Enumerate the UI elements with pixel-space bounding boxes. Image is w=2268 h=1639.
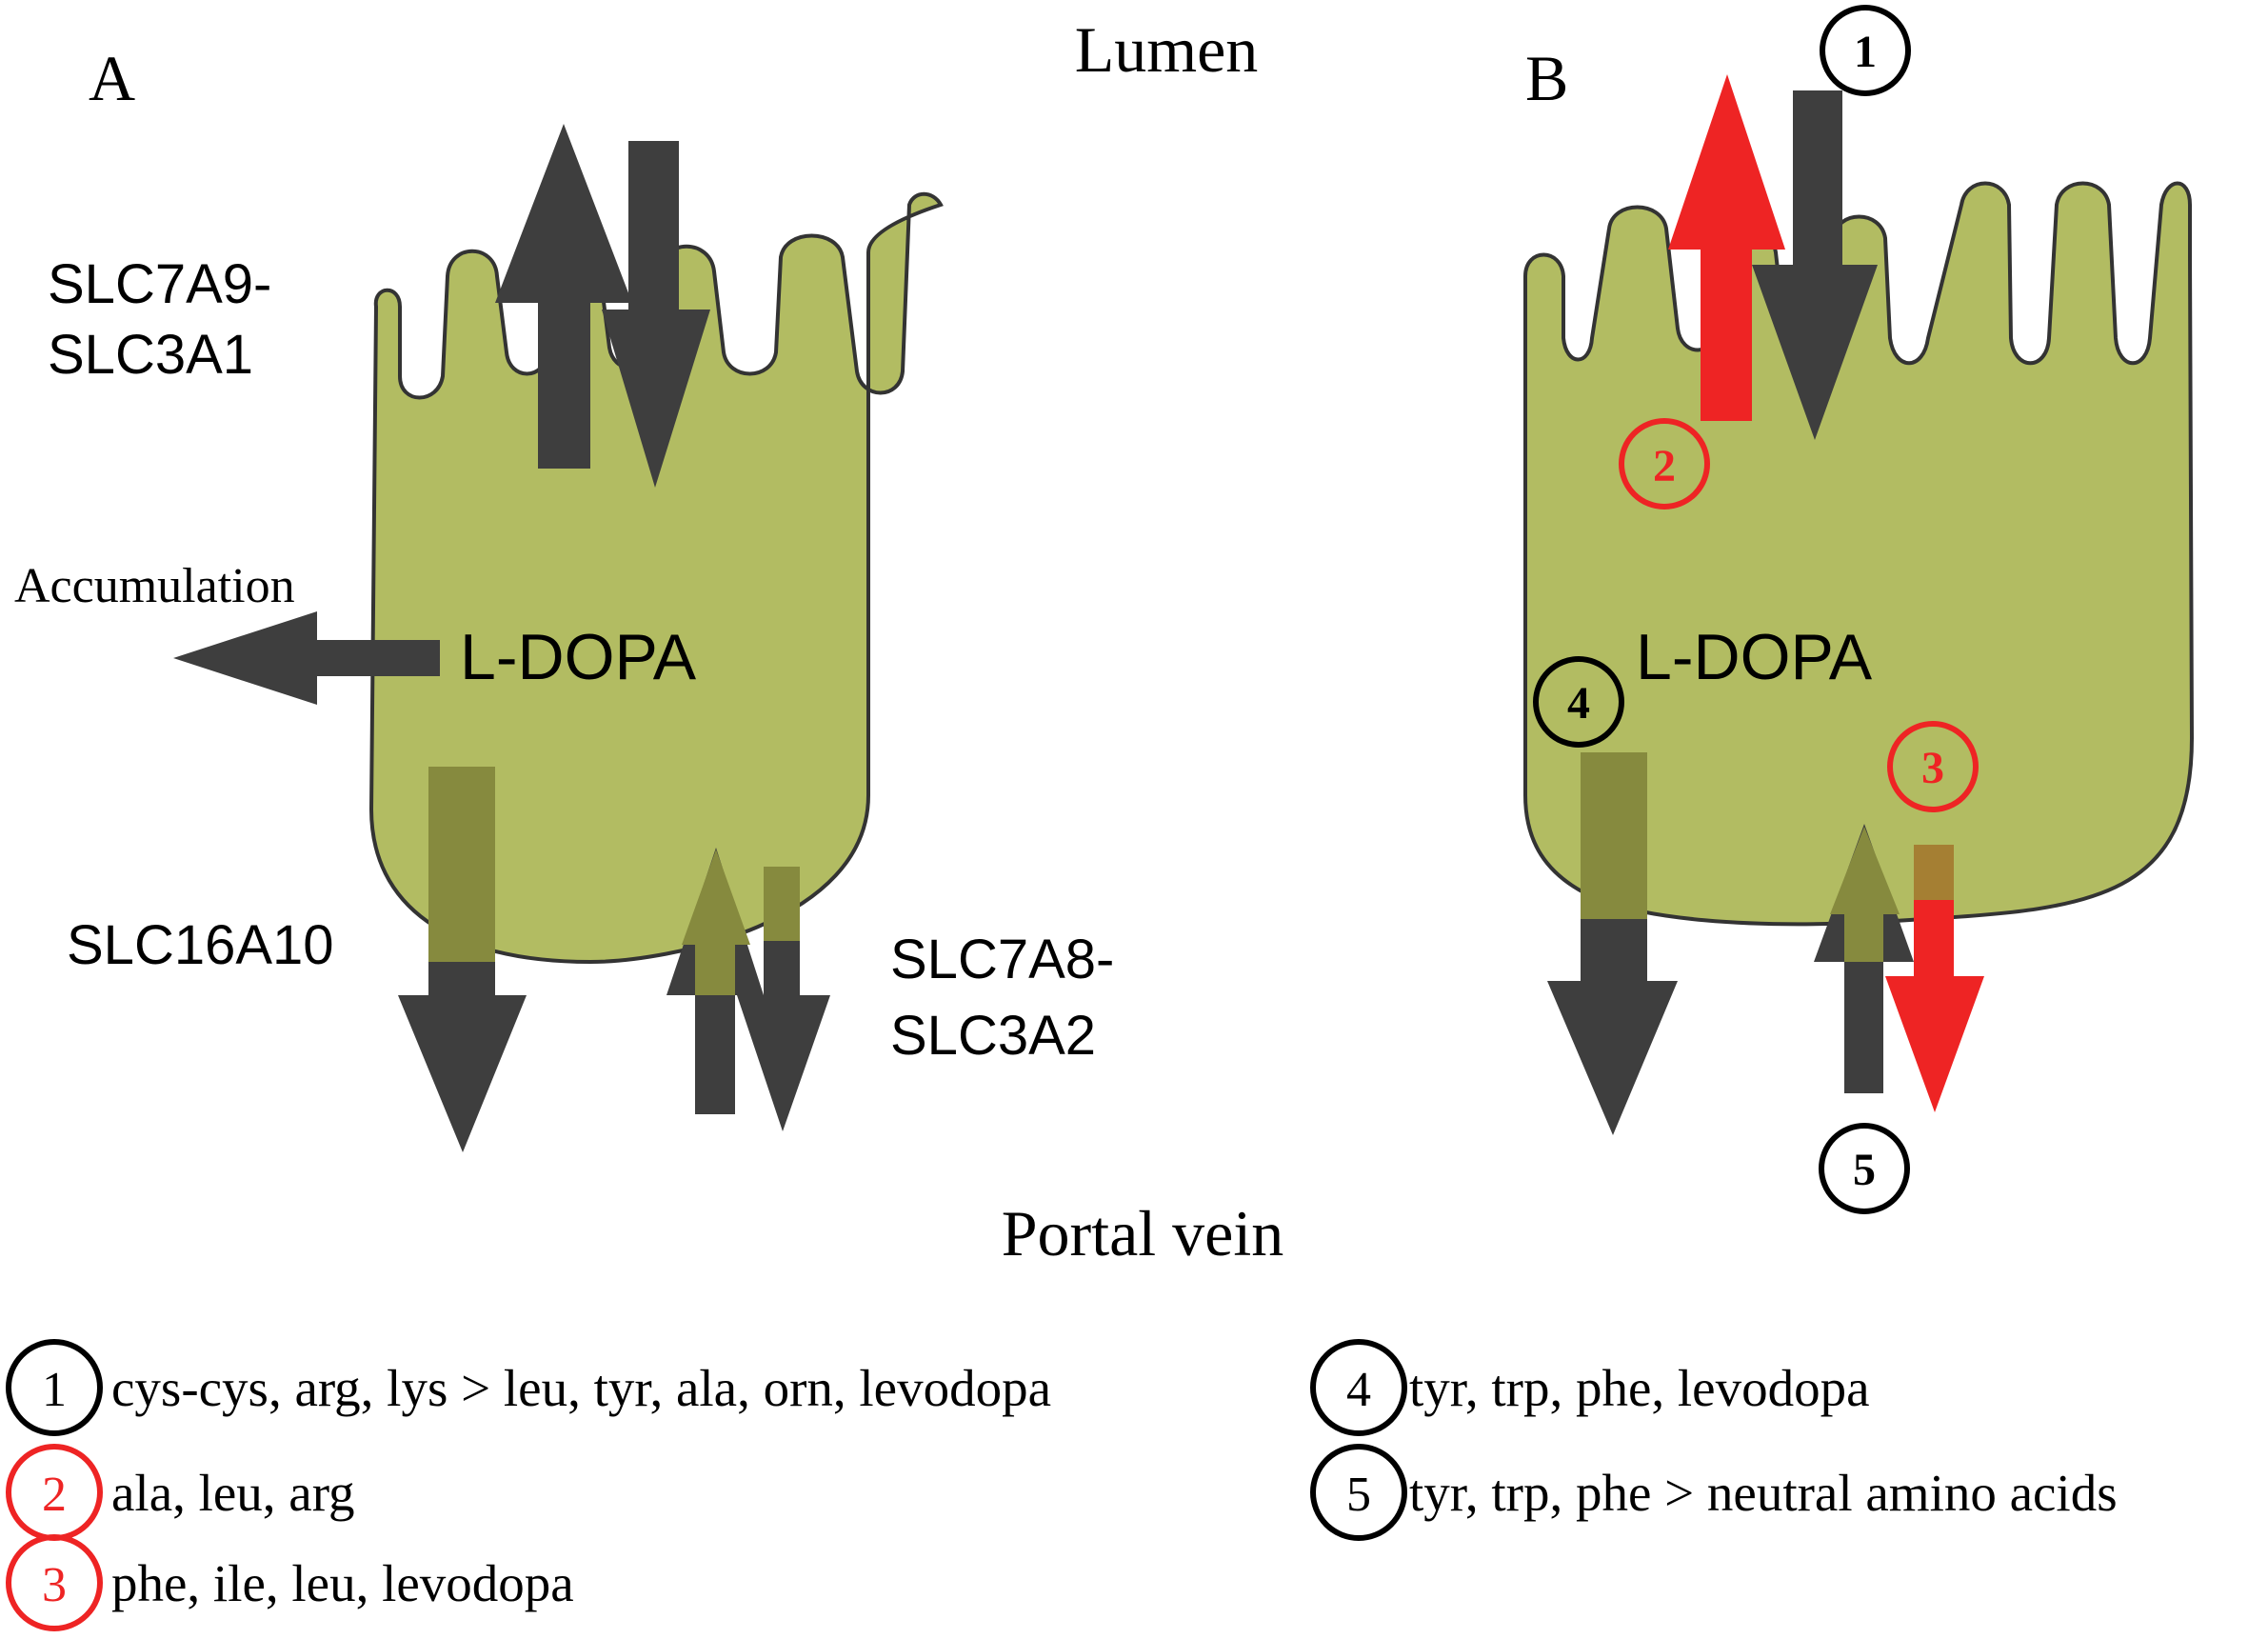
svg-text:2: 2 [1653, 441, 1676, 491]
label-ldopa-a: L-DOPA [460, 621, 697, 693]
svg-text:phe, ile, leu, levodopa: phe, ile, leu, levodopa [111, 1554, 574, 1612]
label-slc7a9-line1: SLC7A9- [48, 253, 271, 315]
svg-text:4: 4 [1567, 678, 1590, 729]
svg-text:1: 1 [1854, 27, 1877, 77]
label-ldopa-b: L-DOPA [1636, 621, 1873, 693]
arrow-down-slc16a10-a [398, 962, 527, 1152]
svg-text:3: 3 [1921, 743, 1944, 793]
marker-4: 4 [1533, 656, 1624, 748]
panel-b-label: B [1525, 42, 1568, 114]
svg-text:1: 1 [42, 1363, 67, 1417]
arrow-up-red-b [1668, 74, 1785, 421]
label-slc7a8-line2: SLC3A2 [890, 1005, 1096, 1067]
legend-item-3: 3 phe, ile, leu, levodopa [6, 1534, 574, 1631]
svg-text:4: 4 [1346, 1363, 1371, 1417]
svg-text:2: 2 [42, 1468, 67, 1522]
arrow-shadow-up-5-b [1830, 827, 1900, 962]
svg-text:tyr, trp, phe, levodopa: tyr, trp, phe, levodopa [1409, 1359, 1870, 1417]
svg-text:3: 3 [42, 1558, 67, 1612]
marker-1: 1 [1820, 5, 1911, 96]
marker-5: 5 [1819, 1123, 1910, 1214]
label-slc7a8-line1: SLC7A8- [890, 929, 1114, 990]
legend-item-1: 1 cys-cys, arg, lys > leu, tyr, ala, orn… [6, 1339, 1051, 1436]
label-portal-vein: Portal vein [1002, 1197, 1284, 1269]
arrow-shadow-down-slc7a8-a [764, 867, 800, 941]
arrow-down-red-3-b [1885, 895, 1984, 1112]
svg-text:5: 5 [1346, 1468, 1371, 1522]
arrow-down-dark-b [1752, 90, 1878, 440]
legend-item-2: 2 ala, leu, arg [6, 1444, 355, 1541]
arrow-down-dark-4-b [1547, 919, 1678, 1135]
marker-2: 2 [1619, 418, 1710, 510]
arrow-down-slc7a9-a [602, 141, 710, 488]
label-slc16a10: SLC16A10 [67, 914, 334, 976]
arrow-up-slc7a9-a [495, 124, 632, 469]
arrow-shadow-slc16a10-a [428, 767, 495, 962]
arrow-down-slc7a8-a [737, 929, 830, 1131]
legend-item-5: 5 tyr, trp, phe > neutral amino acids [1310, 1444, 2118, 1541]
panel-a-label: A [89, 42, 135, 114]
marker-3: 3 [1887, 721, 1979, 812]
legend: 1 cys-cys, arg, lys > leu, tyr, ala, orn… [6, 1339, 2118, 1631]
panel-a [173, 124, 944, 1152]
arrow-shadow-red-3-b [1914, 845, 1954, 900]
legend-item-4: 4 tyr, trp, phe, levodopa [1310, 1339, 1870, 1436]
svg-text:tyr, trp, phe > neutral amino: tyr, trp, phe > neutral amino acids [1409, 1464, 2118, 1522]
label-accumulation: Accumulation [14, 559, 295, 613]
label-lumen: Lumen [1075, 13, 1259, 86]
enterocyte-cell-b [1523, 181, 2195, 927]
label-slc7a9-line2: SLC3A1 [48, 324, 253, 386]
svg-text:cys-cys, arg, lys > leu, tyr,: cys-cys, arg, lys > leu, tyr, ala, orn, … [111, 1359, 1051, 1417]
svg-text:ala, leu, arg: ala, leu, arg [111, 1464, 355, 1522]
panel-b: 1 2 3 4 5 [1523, 5, 2195, 1214]
svg-text:5: 5 [1853, 1145, 1876, 1195]
arrow-shadow-4-b [1581, 752, 1647, 919]
arrow-shadow-up-slc7a8-a [682, 849, 750, 995]
arrow-accumulation-a [173, 611, 440, 705]
